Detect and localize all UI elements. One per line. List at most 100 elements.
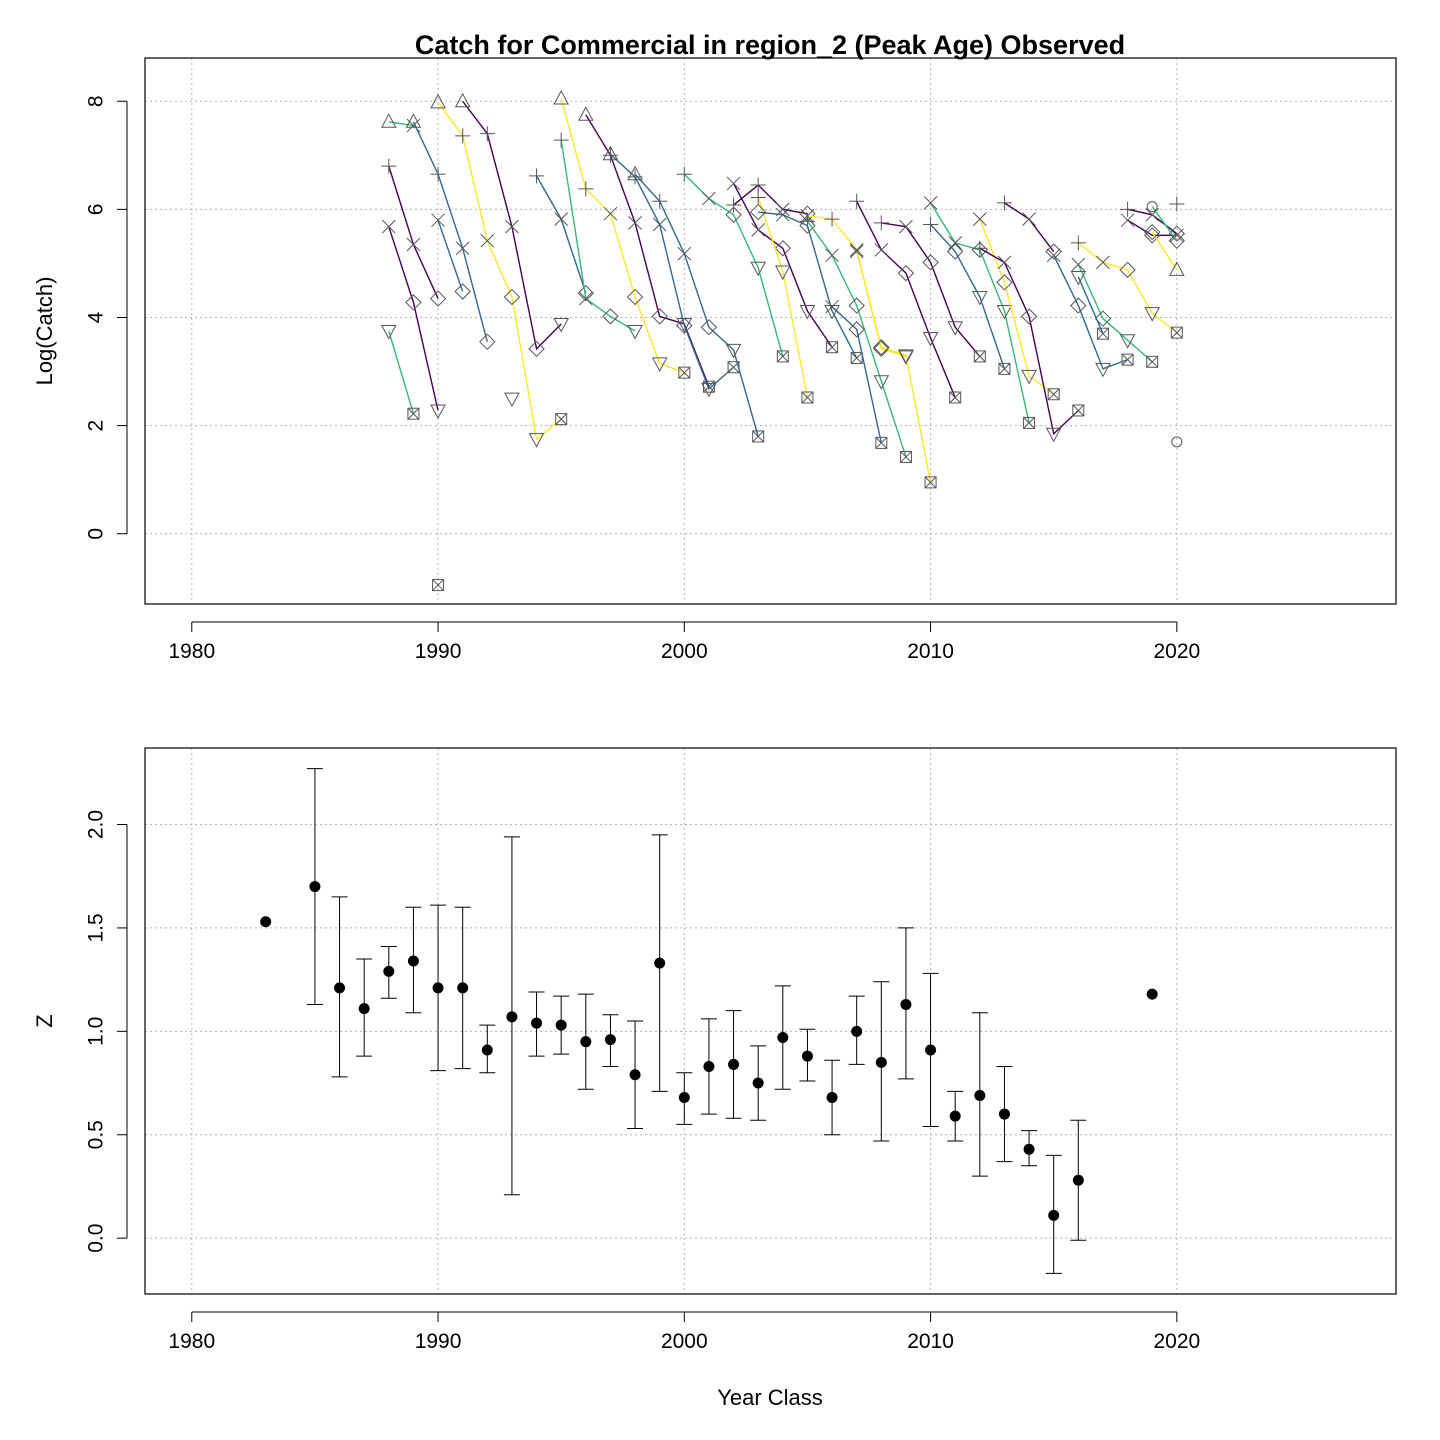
square-x-marker-cross	[900, 451, 912, 463]
square-x-marker	[752, 430, 765, 443]
triangle-down-marker	[1021, 369, 1037, 385]
z-point	[555, 1019, 567, 1031]
plus-marker	[676, 166, 692, 182]
square-x-marker-cross	[801, 391, 814, 404]
cohort-line	[1127, 219, 1177, 237]
square-x-marker	[875, 436, 888, 449]
triangle-down-marker	[528, 433, 545, 448]
cohort-series	[1143, 223, 1185, 276]
cohort-series	[825, 299, 888, 449]
triangle-down-marker	[430, 404, 446, 420]
diamond-marker	[725, 206, 742, 223]
z-point	[949, 1110, 961, 1122]
circle-marker	[1171, 436, 1183, 448]
catch-y-tick-label: 8	[85, 95, 108, 107]
diamond-marker	[873, 339, 890, 356]
triangle-down-marker	[627, 325, 643, 340]
z-point	[728, 1058, 740, 1070]
plus-marker	[1169, 196, 1185, 212]
square-x-marker	[801, 391, 814, 404]
square-x-marker	[973, 350, 986, 363]
cohort-series	[405, 113, 496, 351]
square-x-marker-cross	[678, 366, 691, 379]
z-point	[260, 916, 272, 928]
diamond-marker	[848, 321, 865, 338]
x-marker	[381, 219, 396, 234]
diamond-marker	[405, 294, 422, 311]
triangle-down-marker	[1144, 307, 1161, 322]
z-point	[777, 1032, 789, 1044]
z-point	[900, 998, 912, 1010]
square-x-marker	[1096, 327, 1109, 340]
cohort-series	[553, 89, 691, 379]
plus-marker	[529, 168, 545, 184]
x-marker	[554, 212, 569, 226]
x-marker	[1145, 207, 1160, 222]
square-x-marker-cross	[949, 391, 962, 404]
triangle-up-marker	[405, 113, 422, 128]
z-point	[826, 1092, 838, 1104]
triangle-down-marker	[1095, 362, 1111, 378]
cohort-line	[437, 101, 562, 441]
x-marker	[603, 206, 618, 221]
z-point	[654, 957, 666, 969]
x-marker	[1096, 255, 1110, 270]
chart-title: Catch for Commercial in region_2 (Peak A…	[415, 30, 1125, 60]
plus-marker	[726, 197, 742, 213]
triangle-down-marker	[922, 332, 939, 347]
cohort-series	[1169, 196, 1185, 212]
cohort-line	[856, 251, 932, 483]
cohort-series	[972, 240, 1085, 443]
cohort-series	[454, 92, 570, 358]
triangle-up-marker	[380, 113, 397, 128]
z-point	[925, 1044, 937, 1056]
square-x-marker-cross	[1047, 388, 1060, 401]
x-marker	[578, 291, 593, 306]
catch-plot-frame	[144, 57, 1397, 605]
z-point	[875, 1056, 887, 1068]
cohort-line	[929, 202, 1030, 424]
cohort-line	[979, 218, 1055, 395]
z-point	[481, 1044, 493, 1056]
triangle-down-marker	[750, 261, 767, 277]
triangle-down-marker	[504, 392, 520, 408]
cohort-series	[1046, 248, 1134, 378]
triangle-down-marker	[725, 343, 742, 359]
square-x-marker	[1023, 416, 1036, 429]
cohort-series	[1071, 257, 1159, 368]
square-x-marker-cross	[703, 380, 715, 393]
square-x-marker-cross	[1023, 417, 1035, 429]
z-x-tick-label: 1980	[168, 1330, 215, 1353]
cohort-line	[881, 222, 981, 357]
cohort-line	[979, 247, 1079, 436]
catch-y-tick-label: 4	[85, 311, 108, 323]
x-marker	[726, 176, 741, 191]
z-point	[703, 1061, 715, 1072]
square-x-marker-cross	[407, 407, 420, 420]
z-point	[1146, 988, 1158, 1000]
plus-marker	[602, 147, 618, 163]
cohort-series	[1070, 235, 1183, 339]
diamond-marker	[1070, 297, 1087, 314]
x-marker	[455, 241, 470, 256]
x-marker	[1071, 257, 1086, 272]
square-x-marker	[432, 579, 445, 592]
cohort-line	[1151, 206, 1178, 242]
cohort-series	[799, 213, 912, 463]
z-y-tick-label: 1.0	[85, 1017, 108, 1046]
plus-marker	[652, 193, 668, 209]
cohort-series	[800, 208, 914, 365]
plus-marker	[799, 213, 815, 229]
cohort-line	[831, 306, 883, 444]
cohort-line	[535, 175, 587, 294]
plus-marker	[996, 195, 1012, 211]
cohort-line	[560, 98, 685, 374]
triangle-down-marker	[1070, 270, 1087, 286]
cohort-series	[873, 215, 986, 363]
z-x-tick-label: 1990	[415, 1330, 462, 1353]
triangle-down-marker	[553, 317, 570, 333]
cohort-series	[380, 113, 421, 133]
cohort-series	[726, 177, 816, 222]
triangle-down-marker	[774, 265, 791, 281]
